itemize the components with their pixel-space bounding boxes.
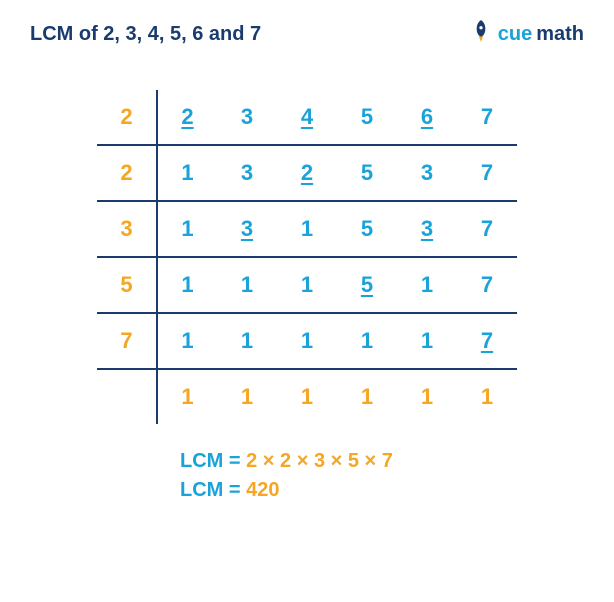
value-cell: 1: [277, 201, 337, 257]
value-cell: 1: [217, 257, 277, 313]
logo-text-cue: cue: [498, 23, 532, 46]
value-cell: 1: [397, 257, 457, 313]
page-title: LCM of 2, 3, 4, 5, 6 and 7: [30, 23, 261, 46]
value-cell: 1: [457, 369, 517, 424]
table-body: 2234567213253731315375111517711111711111…: [97, 90, 517, 424]
result-factorization: LCM = 2 × 2 × 3 × 5 × 7: [180, 450, 614, 473]
value-cell: 1: [157, 369, 217, 424]
brand-logo: cuemath: [468, 18, 584, 50]
value-cell: 1: [217, 313, 277, 369]
divisor-cell: 7: [97, 313, 157, 369]
divisor-cell: 5: [97, 257, 157, 313]
value-cell: 1: [397, 369, 457, 424]
value-cell: 1: [337, 369, 397, 424]
value-cell: 1: [397, 313, 457, 369]
rocket-icon: [468, 18, 494, 50]
value-cell: 1: [337, 313, 397, 369]
value-cell: 1: [157, 201, 217, 257]
value-cell: 7: [457, 90, 517, 145]
value-cell: 1: [277, 257, 337, 313]
value-cell: 1: [277, 369, 337, 424]
value-cell: 2: [277, 145, 337, 201]
value-cell: 3: [217, 201, 277, 257]
lcm-division-table: 2234567213253731315375111517711111711111…: [97, 90, 517, 424]
logo-text-math: math: [536, 23, 584, 46]
value-cell: 5: [337, 201, 397, 257]
value-cell: 3: [217, 90, 277, 145]
value-cell: 7: [457, 145, 517, 201]
divisor-cell: 2: [97, 145, 157, 201]
divisor-cell: 3: [97, 201, 157, 257]
value-cell: 1: [277, 313, 337, 369]
value-cell: 3: [397, 145, 457, 201]
value-cell: 7: [457, 313, 517, 369]
value-cell: 1: [157, 257, 217, 313]
value-cell: 3: [217, 145, 277, 201]
value-cell: 1: [217, 369, 277, 424]
result-value: LCM = 420: [180, 479, 614, 502]
value-cell: 7: [457, 201, 517, 257]
value-cell: 1: [157, 313, 217, 369]
divisor-cell: 2: [97, 90, 157, 145]
value-cell: 5: [337, 257, 397, 313]
value-cell: 5: [337, 145, 397, 201]
divisor-cell: [97, 369, 157, 424]
value-cell: 5: [337, 90, 397, 145]
value-cell: 4: [277, 90, 337, 145]
results: LCM = 2 × 2 × 3 × 5 × 7 LCM = 420: [0, 450, 614, 502]
value-cell: 2: [157, 90, 217, 145]
value-cell: 7: [457, 257, 517, 313]
value-cell: 3: [397, 201, 457, 257]
value-cell: 6: [397, 90, 457, 145]
value-cell: 1: [157, 145, 217, 201]
